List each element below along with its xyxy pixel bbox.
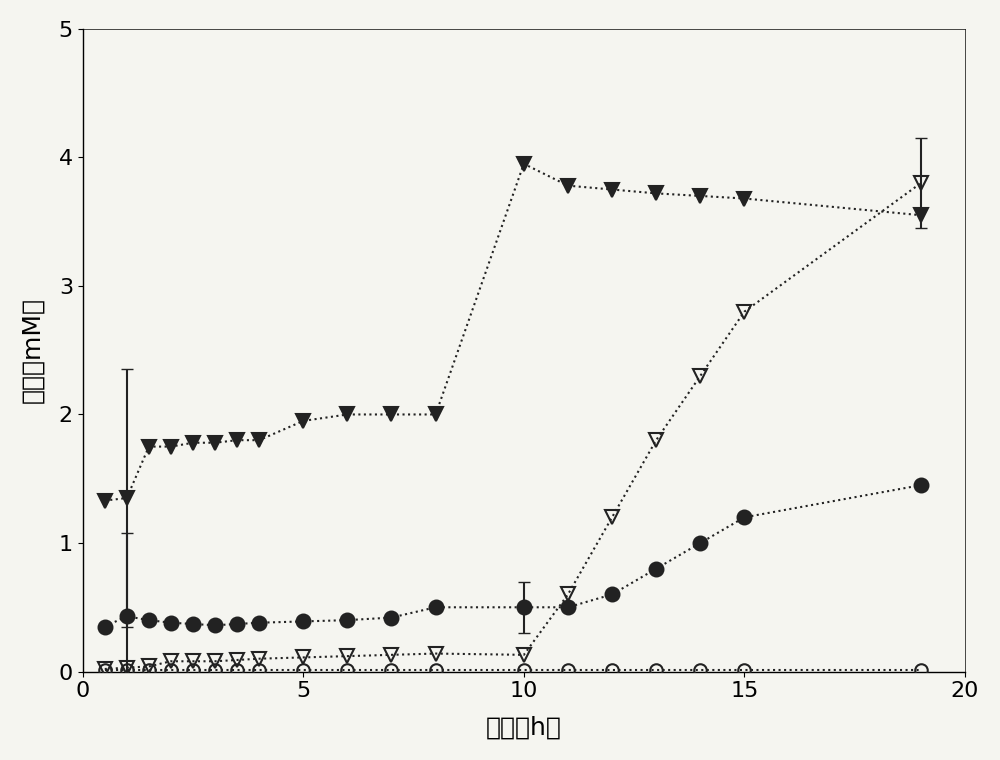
X-axis label: 时间（h）: 时间（h）: [486, 715, 562, 739]
Y-axis label: 浓度（mM）: 浓度（mM）: [21, 297, 45, 404]
